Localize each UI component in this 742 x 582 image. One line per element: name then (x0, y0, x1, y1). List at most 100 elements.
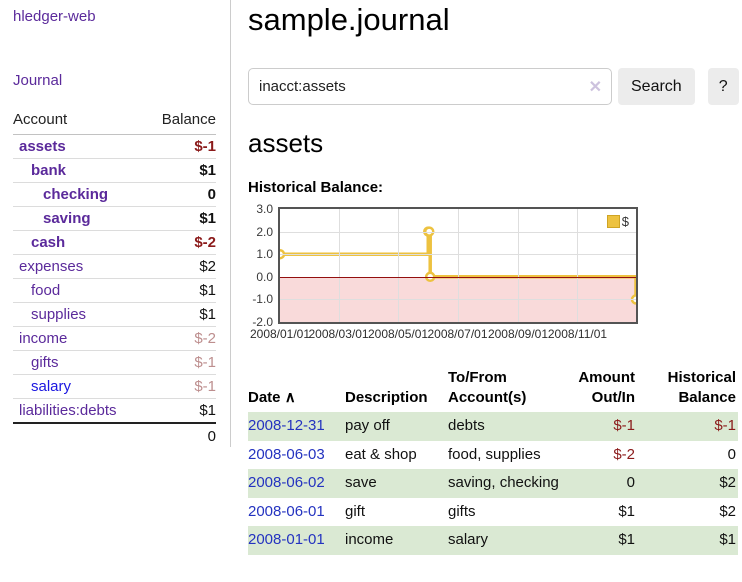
account-row: food $1 (13, 278, 216, 303)
register-header-amount: Amount Out/In (578, 369, 635, 406)
transaction-amount: $-1 (570, 412, 643, 441)
accounts-table: Account Balance assets $-1 bank $1 checking 0… (13, 108, 216, 448)
account-name-link[interactable]: saving (43, 210, 91, 227)
transaction-description: eat & shop (345, 445, 417, 463)
brand-link[interactable]: hledger-web (13, 8, 96, 25)
account-balance: $-1 (146, 374, 216, 399)
account-name-link[interactable]: supplies (31, 306, 87, 323)
account-name-link[interactable]: assets (19, 138, 66, 155)
register-header-date[interactable]: Date ∧ (248, 388, 296, 406)
chart-legend: $ (606, 214, 629, 229)
transaction-accounts: salary (448, 526, 570, 555)
gridline (338, 209, 340, 322)
account-row: supplies $1 (13, 302, 216, 327)
account-name-link[interactable]: salary (31, 378, 72, 395)
transaction-date-link[interactable]: 2008-06-01 (248, 502, 325, 520)
transaction-balance: $2 (719, 502, 736, 520)
account-name-link[interactable]: food (31, 282, 61, 299)
account-balance: $-1 (146, 350, 216, 375)
y-axis-tick-label: 2.0 (256, 224, 273, 239)
gridline (577, 209, 579, 322)
transaction-balance: $2 (643, 469, 738, 498)
page: hledger-web Journal Account Balance asse… (0, 0, 742, 555)
account-name-link[interactable]: bank (31, 162, 67, 179)
account-row: bank $1 (13, 158, 216, 183)
search-button[interactable]: Search (618, 68, 695, 105)
clear-search-icon[interactable]: ✕ (588, 78, 602, 96)
transaction-accounts: gifts (448, 502, 476, 520)
sort-ascending-icon: ∧ (284, 388, 296, 406)
chart-y-axis: 3.0 2.0 1.0 0.0 -1.0 -2.0 (248, 202, 278, 329)
account-balance: $1 (146, 278, 216, 303)
transaction-date-link[interactable]: 2008-01-01 (248, 531, 325, 548)
account-balance: $1 (146, 206, 216, 231)
transaction-accounts: debts (448, 412, 570, 441)
y-axis-tick-label: -1.0 (252, 292, 273, 307)
transaction-amount: 0 (570, 469, 643, 498)
account-balance: 0 (146, 182, 216, 207)
account-name-link[interactable]: checking (43, 186, 109, 203)
chart-zero-line (280, 276, 636, 278)
account-heading: assets (248, 128, 324, 158)
search-box: ✕ (248, 68, 612, 105)
transaction-balance: $1 (643, 526, 738, 555)
sidebar: hledger-web Journal Account Balance asse… (0, 0, 231, 448)
gridline (517, 209, 519, 322)
transaction-date-link[interactable]: 2008-12-31 (248, 417, 325, 434)
account-name-link[interactable]: gifts (31, 354, 59, 371)
account-row: saving $1 (13, 206, 216, 231)
balance-chart: 3.0 2.0 1.0 0.0 -1.0 -2.0 $ (248, 202, 739, 329)
accounts-header-balance: Balance (146, 108, 216, 135)
y-axis-tick-label: 0.0 (256, 269, 273, 284)
x-axis-tick-label: 2008/03/01 (308, 327, 369, 341)
chart-plot-area[interactable]: $ (278, 207, 638, 324)
account-row: salary $-1 (13, 374, 216, 399)
transaction-amount: $1 (570, 526, 643, 555)
account-row: expenses $2 (13, 254, 216, 279)
y-axis-tick-label: -2.0 (252, 315, 273, 329)
account-row: assets $-1 (13, 134, 216, 159)
account-row: cash $-2 (13, 230, 216, 255)
transaction-description: save (345, 469, 448, 498)
y-axis-tick-label: 3.0 (256, 202, 273, 216)
register-header-accounts: To/From Account(s) (448, 369, 527, 406)
transaction-description: gift (345, 502, 366, 520)
y-axis-tick-label: 1.0 (256, 247, 273, 262)
transaction-balance: 0 (727, 445, 736, 463)
account-row: checking 0 (13, 182, 216, 207)
x-axis-tick-label: 2008/11/01 (547, 327, 608, 341)
transaction-date-link[interactable]: 2008-06-03 (248, 445, 325, 463)
chart-x-axis: 2008/01/01 2008/03/01 2008/05/01 2008/07/01… (250, 327, 640, 343)
register-row: 2008-06-01 gift gifts $1 $2 (248, 498, 738, 527)
register-header-row: Date ∧ Description To/From Account(s) Am… (248, 364, 738, 412)
gridline (280, 299, 636, 301)
search-input[interactable] (248, 68, 612, 105)
account-name-link[interactable]: liabilities:debts (19, 402, 117, 419)
account-balance: $-2 (146, 230, 216, 255)
page-title: sample.journal (248, 2, 450, 37)
help-button[interactable]: ? (707, 68, 739, 105)
gridline (457, 209, 459, 322)
account-name-link[interactable]: cash (31, 234, 66, 251)
account-balance: $1 (146, 158, 216, 183)
account-row: income $-2 (13, 326, 216, 351)
gridline (280, 231, 636, 233)
register-table: Date ∧ Description To/From Account(s) Am… (248, 364, 738, 555)
transaction-date-link[interactable]: 2008-06-02 (248, 474, 325, 491)
accounts-total-row: 0 (13, 422, 216, 448)
account-row: liabilities:debts $1 (13, 398, 216, 424)
x-axis-tick-label: 2008/05/01 (367, 327, 429, 341)
register-row: 2008-12-31 pay off debts $-1 $-1 (248, 412, 738, 441)
x-axis-tick-label: 2008/01/01 (249, 327, 311, 341)
transaction-accounts: saving, checking (448, 469, 570, 498)
account-name-link[interactable]: expenses (19, 258, 84, 275)
account-row: gifts $-1 (13, 350, 216, 375)
account-balance: $-2 (146, 326, 216, 351)
sidebar-item-journal[interactable]: Journal (13, 72, 63, 89)
accounts-total-value: 0 (146, 422, 216, 448)
transaction-accounts: food, supplies (448, 445, 541, 463)
search-row: ✕ Search ? (248, 68, 739, 105)
account-balance: $-1 (146, 134, 216, 159)
main-content: sample.journal ✕ Search ? assets Histori… (231, 0, 742, 555)
account-name-link[interactable]: income (19, 330, 68, 347)
